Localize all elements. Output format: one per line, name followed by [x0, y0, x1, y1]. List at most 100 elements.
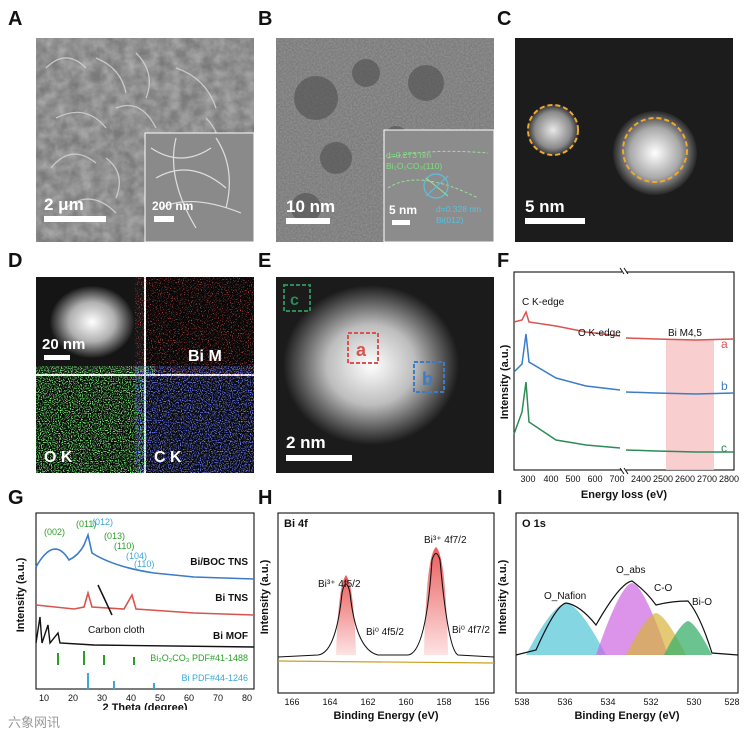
x-tick-label: 300 — [520, 474, 535, 484]
x-tick-label: 538 — [514, 697, 529, 707]
background-line — [277, 660, 495, 664]
x-tick-label: 528 — [724, 697, 739, 707]
panel-label-f: F — [497, 250, 510, 272]
peak-label: (002) — [44, 527, 65, 537]
series-label: Bi PDF#44-1246 — [181, 673, 248, 683]
x-tick-label: 534 — [600, 697, 615, 707]
peak-label: O_abs — [616, 565, 645, 576]
scale-label: 2 nm — [286, 433, 326, 452]
series-line — [35, 616, 255, 648]
panel-label-c: C — [497, 8, 512, 30]
scale-bar — [44, 216, 106, 222]
x-tick-label: 500 — [565, 474, 580, 484]
x-tick-label: 162 — [360, 697, 375, 707]
x-tick-label: 536 — [557, 697, 572, 707]
fit-peak — [336, 575, 356, 655]
chart-g: Intensity (a.u.) Carbon cloth (002) (011… — [15, 512, 255, 710]
series-line — [513, 381, 734, 453]
x-tick-label: 40 — [126, 693, 136, 703]
d-spacing-2: d=0.328 nm — [436, 204, 481, 214]
x-tick-label: 2500 — [653, 474, 673, 484]
y-axis-label: Intensity (a.u.) — [497, 559, 509, 634]
x-tick-label: 2700 — [697, 474, 717, 484]
series-label: c — [721, 441, 727, 455]
x-tick-label: 532 — [643, 697, 658, 707]
peak-label: (104) — [126, 551, 147, 561]
eds-maps-d: 20 nm Bi M O K C K — [36, 277, 254, 473]
fit-envelope — [515, 580, 739, 656]
series-line — [513, 309, 735, 341]
panel-label-i: I — [497, 487, 503, 509]
map-label-o: O K — [44, 449, 73, 466]
panel-label-h: H — [258, 487, 273, 509]
inset-scale-label: 5 nm — [389, 203, 417, 217]
region-a-box — [347, 332, 379, 364]
peak-label: (011) — [76, 519, 96, 529]
x-tick-label: 20 — [68, 693, 78, 703]
particle-highlight — [622, 117, 688, 183]
x-axis-label: Binding Energy (eV) — [574, 710, 679, 722]
tem-image-b: d=0.273 nm Bi₂O₂CO₃(110) d=0.328 nm Bi(0… — [276, 38, 494, 242]
series-label: Bi MOF — [213, 631, 248, 642]
annotation: C K-edge — [522, 297, 565, 308]
x-tick-label: 166 — [284, 697, 299, 707]
particle-highlight — [527, 104, 579, 156]
peak-label: Bi⁰ 4f7/2 — [452, 625, 490, 636]
panel-label-g: G — [8, 487, 24, 509]
x-tick-label: 700 — [609, 474, 624, 484]
y-axis-label: Intensity (a.u.) — [499, 344, 511, 419]
panel-label-d: D — [8, 250, 23, 272]
series-line — [513, 333, 735, 395]
inset-scale-label: 200 nm — [152, 199, 193, 213]
region-c-label: c — [290, 292, 299, 309]
scale-bar — [44, 355, 70, 360]
peak-label: (013) — [104, 531, 125, 541]
scale-label: 10 nm — [286, 197, 335, 216]
peak-label: (110) — [114, 541, 134, 551]
x-axis-label: 2 Theta (degree) — [103, 702, 188, 710]
region-b-label: b — [422, 369, 433, 389]
sem-image-a: 2 μm 200 nm — [36, 38, 254, 242]
bi-edge-band — [666, 340, 714, 470]
d-phase-1: Bi₂O₂CO₃(110) — [386, 161, 442, 171]
haadf-image-c: 5 nm — [515, 38, 733, 242]
x-tick-label: 400 — [543, 474, 558, 484]
region-b-box — [413, 361, 445, 393]
x-tick-label: 164 — [322, 697, 337, 707]
peak-label: (012) — [92, 517, 113, 527]
x-tick-label: 530 — [686, 697, 701, 707]
x-tick-label: 600 — [587, 474, 602, 484]
x-tick-label: 160 — [398, 697, 413, 707]
series-label: a — [721, 337, 728, 351]
x-tick-label: 10 — [39, 693, 49, 703]
chart-i: Intensity (a.u.) O 1s O_Nafion O_abs C-O… — [497, 512, 740, 722]
x-tick-label: 30 — [97, 693, 107, 703]
x-tick-label: 158 — [436, 697, 451, 707]
series-label: Bi TNS — [215, 593, 248, 604]
x-axis-label: Binding Energy (eV) — [333, 710, 438, 722]
chart-title: O 1s — [522, 518, 546, 530]
region-a-label: a — [356, 340, 367, 360]
fit-peak — [664, 621, 712, 655]
panel-label-b: B — [258, 8, 273, 30]
d-phase-2: Bi(012) — [436, 215, 464, 225]
scale-label: 2 μm — [44, 195, 84, 214]
x-tick-label: 2600 — [675, 474, 695, 484]
scale-bar — [286, 218, 330, 224]
panel-label-a: A — [8, 8, 23, 30]
annotation: Bi M4,5 — [668, 328, 702, 339]
map-label-c: C K — [154, 449, 182, 466]
series-label: b — [721, 379, 728, 393]
watermark: 六象网讯 — [8, 716, 61, 731]
series-line — [35, 532, 255, 580]
scale-bar — [525, 218, 585, 224]
chart-title: Bi 4f — [284, 518, 308, 530]
x-tick-label: 50 — [155, 693, 165, 703]
fit-peak — [424, 547, 448, 655]
region-c-box — [283, 284, 311, 312]
panel-label-e: E — [258, 250, 272, 272]
scale-label: 20 nm — [42, 336, 85, 353]
map-label-bi: Bi M — [188, 348, 222, 365]
peak-label: Bi⁰ 4f5/2 — [366, 627, 404, 638]
d-spacing-1: d=0.273 nm — [386, 150, 431, 160]
